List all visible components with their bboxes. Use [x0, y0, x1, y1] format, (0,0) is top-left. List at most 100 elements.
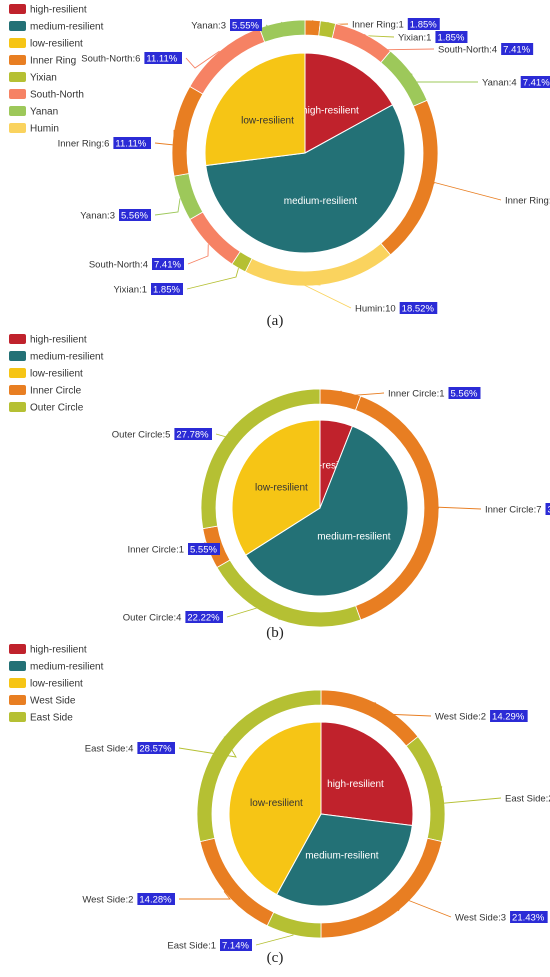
legend-swatch [9, 123, 26, 133]
ring-label-percent: 11.11% [146, 53, 177, 64]
ring-label-percent: 21.43% [512, 912, 545, 923]
ring-label: East Side:214.29% [505, 792, 550, 804]
legend-swatch [9, 334, 26, 344]
ring-label-text: Inner Ring:11 [505, 195, 550, 206]
ring-label-percent: 18.52% [402, 303, 435, 314]
legend-item-high-resilient[interactable]: high-resilient [9, 644, 87, 656]
legend-swatch [9, 402, 26, 412]
ring-label-text: South-North:4 [89, 259, 148, 270]
legend-item-yanan[interactable]: Yanan [9, 106, 58, 118]
pie-slice-label: medium-resilient [284, 196, 358, 207]
ring-label-percent: 7.41% [154, 259, 181, 270]
ring-label-percent: 14.29% [492, 711, 525, 722]
legend-label: Outer Circle [30, 403, 84, 414]
ring-label: West Side:2 14.29% [435, 710, 528, 722]
label-leader-line [179, 891, 230, 899]
legend-swatch [9, 38, 26, 48]
legend-swatch [9, 89, 26, 99]
ring-label-text: Yanan:4 [482, 77, 517, 88]
label-leader-line [155, 130, 174, 145]
legend-label: high-resilient [30, 645, 87, 656]
legend-item-outer-circle[interactable]: Outer Circle [9, 402, 84, 414]
ring-segment-inner-circle[interactable] [320, 389, 361, 410]
ring-label-text: Yixian:1 [114, 284, 147, 295]
legend-item-medium-resilient[interactable]: medium-resilient [9, 21, 104, 33]
pie-slice-label: high-resilient [327, 779, 384, 790]
legend-item-south-north[interactable]: South-North [9, 89, 84, 101]
ring-label-percent: 5.55% [190, 544, 217, 555]
legend-label: low-resilient [30, 39, 83, 50]
legend-item-inner-circle[interactable]: Inner Circle [9, 385, 82, 397]
panel-caption: (c) [267, 950, 284, 966]
legend-item-medium-resilient[interactable]: medium-resilient [9, 351, 104, 363]
ring-label-percent: 5.56% [451, 388, 478, 399]
legend-swatch [9, 661, 26, 671]
pie-slice-label: medium-resilient [317, 532, 391, 543]
ring-segment-yanan[interactable] [260, 20, 305, 42]
ring-label: Inner Ring:1120.37% [505, 194, 550, 206]
chart-panel-c: high-resilient medium-resilient low-resili… [0, 644, 550, 972]
ring-label-text: Humin:10 [355, 303, 396, 314]
label-leader-line [433, 507, 481, 509]
legend-label: Humin [30, 124, 59, 135]
legend-label: low-resilient [30, 369, 83, 380]
legend-swatch [9, 385, 26, 395]
ring-label-percent: 27.78% [176, 429, 209, 440]
legend-swatch [9, 21, 26, 31]
ring-label-percent: 22.22% [187, 612, 220, 623]
legend-item-low-resilient[interactable]: low-resilient [9, 678, 83, 690]
legend-label: East Side [30, 713, 73, 724]
ring-label-percent: 14.28% [139, 894, 172, 905]
legend-swatch [9, 678, 26, 688]
ring-label-percent: 1.85% [153, 284, 180, 295]
label-leader-line [300, 283, 351, 308]
ring-segment-east-side[interactable] [267, 912, 321, 938]
pie-slice-label: low-resilient [250, 798, 303, 809]
label-leader-line [412, 74, 478, 82]
legend-item-low-resilient[interactable]: low-resilient [9, 38, 83, 50]
ring-label-percent: 5.55% [232, 20, 259, 31]
ring-label-percent: 1.85% [410, 19, 437, 30]
ring-label: Yanan:3 5.55% [191, 19, 262, 31]
legend-item-humin[interactable]: Humin [9, 123, 59, 135]
legend-swatch [9, 4, 26, 14]
pie-slice-label: medium-resilient [305, 850, 379, 861]
legend-item-inner-ring[interactable]: Inner Ring [9, 55, 76, 67]
ring-label-text: Yixian:1 [398, 32, 431, 43]
legend-label: high-resilient [30, 5, 87, 16]
legend-label: medium-resilient [30, 352, 104, 363]
legend-label: Inner Circle [30, 386, 82, 397]
ring-label: Inner Circle:1 5.55% [128, 543, 221, 555]
legend-item-medium-resilient[interactable]: medium-resilient [9, 661, 104, 673]
ring-label-percent: 7.41% [523, 77, 550, 88]
legend-item-yixian[interactable]: Yixian [9, 72, 57, 84]
ring-label-text: Inner Ring:6 [58, 138, 110, 149]
legend-swatch [9, 106, 26, 116]
ring-label-text: Outer Circle:4 [123, 612, 182, 623]
legend-item-east-side[interactable]: East Side [9, 712, 73, 724]
pie-slice-label: low-resilient [255, 482, 308, 493]
legend-label: West Side [30, 696, 76, 707]
legend-item-low-resilient[interactable]: low-resilient [9, 368, 83, 380]
donut-chart-a: high-resilient medium-resilient low-resili… [0, 0, 550, 334]
donut-chart-c: high-resilient medium-resilient low-resili… [0, 644, 550, 972]
legend-item-high-resilient[interactable]: high-resilient [9, 334, 87, 346]
ring-label-text: Inner Circle:1 [388, 388, 445, 399]
ring-label-text: West Side:2 [435, 711, 486, 722]
legend-swatch [9, 351, 26, 361]
pie-slice-label: low-resilient [241, 115, 294, 126]
ring-label-text: Yanan:3 [191, 20, 226, 31]
legend-item-high-resilient[interactable]: high-resilient [9, 4, 87, 16]
ring-label-percent: 1.85% [437, 32, 464, 43]
ring-segment-inner-ring[interactable] [172, 87, 203, 177]
ring-segment-yanan[interactable] [174, 173, 203, 219]
chart-panel-a: high-resilient medium-resilient low-resili… [0, 0, 550, 334]
ring-label-text: Inner Circle:1 [128, 544, 185, 555]
ring-label-text: East Side:2 [505, 793, 550, 804]
legend-item-west-side[interactable]: West Side [9, 695, 76, 707]
ring-label-percent: 7.41% [503, 44, 530, 55]
ring-label: Outer Circle:4 22.22% [123, 611, 223, 623]
